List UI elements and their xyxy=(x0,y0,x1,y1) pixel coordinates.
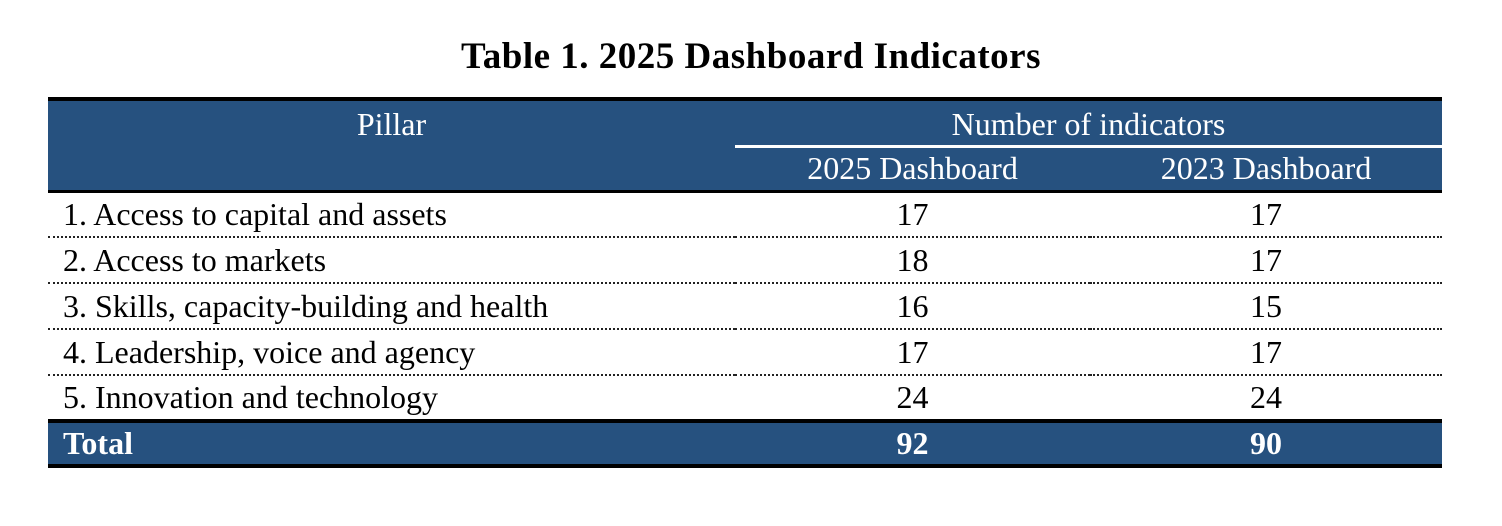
table-row: 3. Skills, capacity-building and health … xyxy=(48,283,1443,330)
table-title: Table 1. 2025 Dashboard Indicators xyxy=(461,36,1041,77)
table-row: 5. Innovation and technology 24 24 xyxy=(48,375,1442,421)
value-2023-cell: 17 xyxy=(1090,191,1443,238)
value-2025-cell: 16 xyxy=(735,283,1090,330)
table-row: 4. Leadership, voice and agency 17 17 xyxy=(48,329,1443,376)
total-2023-cell: 90 xyxy=(1090,419,1443,468)
value-2025-cell: 17 xyxy=(735,191,1090,238)
total-label-cell: Total xyxy=(48,419,735,468)
total-2025-cell: 92 xyxy=(735,419,1090,468)
value-2023-cell: 15 xyxy=(1090,283,1443,330)
table-header: Pillar Number of indicators 2025 Dashboa… xyxy=(48,99,1443,191)
table-row: 2. Access to markets 18 17 xyxy=(48,237,1443,284)
pillar-cell: 1. Access to capital and assets xyxy=(48,191,735,238)
column-group-header-number-of-indicators: Number of indicators xyxy=(735,99,1443,148)
pillar-cell: 3. Skills, capacity-building and health xyxy=(48,283,735,330)
total-row: Total 92 90 xyxy=(48,419,1443,468)
value-2023-cell: 17 xyxy=(1090,329,1443,376)
column-header-pillar: Pillar xyxy=(48,99,735,191)
value-2023-cell: 24 xyxy=(1250,379,1282,415)
header-row-sub: 2025 Dashboard 2023 Dashboard xyxy=(48,146,1443,191)
table-body: 1. Access to capital and assets 17 17 2.… xyxy=(48,191,1443,421)
pillar-cell: 4. Leadership, voice and agency xyxy=(48,329,735,376)
column-header-2025-dashboard: 2025 Dashboard xyxy=(735,146,1090,191)
pillar-cell: 5. Innovation and technology xyxy=(63,379,439,415)
document-page: Table 1. 2025 Dashboard Indicators Pilla… xyxy=(48,36,1443,468)
value-2025-cell: 24 xyxy=(896,379,929,415)
value-2025-cell: 17 xyxy=(735,329,1090,376)
indicators-table: Pillar Number of indicators 2025 Dashboa… xyxy=(48,97,1443,468)
column-header-2023-dashboard: 2023 Dashboard xyxy=(1090,146,1443,191)
table-footer: Total 92 90 xyxy=(48,419,1443,468)
header-row-group: Pillar Number of indicators xyxy=(48,99,1443,191)
value-2025-cell: 18 xyxy=(735,237,1090,284)
pillar-cell: 2. Access to markets xyxy=(48,237,735,284)
table-row: 1. Access to capital and assets 17 17 xyxy=(48,191,1443,238)
value-2023-cell: 17 xyxy=(1090,237,1443,284)
